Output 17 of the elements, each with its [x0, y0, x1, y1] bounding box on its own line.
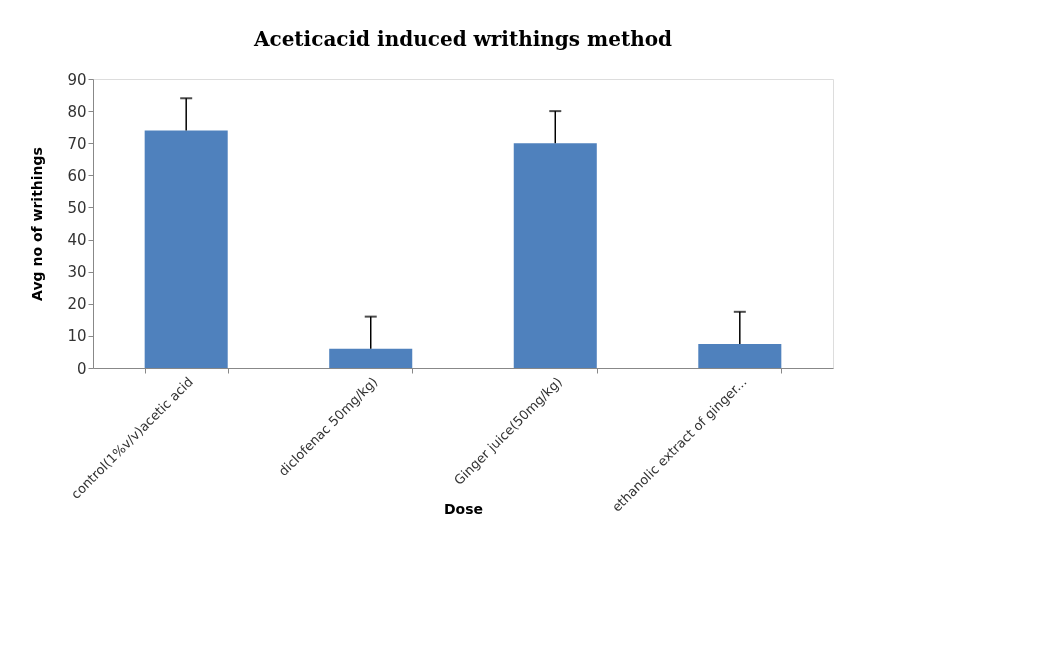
y-tick-label: 10 [67, 327, 87, 346]
chart-title: Aceticacid induced writhings method [252, 27, 673, 51]
y-tick-label: 80 [67, 102, 87, 121]
y-tick-label: 30 [67, 263, 87, 282]
bar [144, 130, 228, 368]
y-tick-label: 70 [67, 134, 87, 153]
y-tick-label: 40 [67, 231, 87, 250]
bar [329, 348, 413, 368]
bar [698, 343, 782, 368]
x-axis-title: Dose [443, 500, 484, 517]
y-axis-title: Avg no of writhings [29, 147, 46, 301]
y-tick-label: 50 [67, 198, 87, 217]
y-tick-label: 60 [67, 166, 87, 185]
bar [513, 143, 597, 368]
y-tick-label: 90 [67, 70, 87, 89]
y-tick-label: 20 [67, 295, 87, 314]
y-tick-label: 0 [76, 359, 87, 378]
